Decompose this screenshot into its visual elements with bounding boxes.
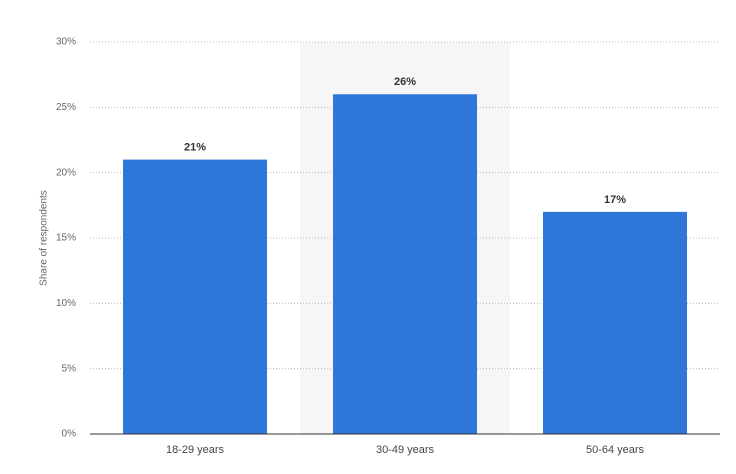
x-tick-label: 50-64 years xyxy=(586,444,645,456)
y-tick-label: 5% xyxy=(62,363,77,374)
x-tick-label: 30-49 years xyxy=(376,444,435,456)
bar xyxy=(543,211,687,434)
value-label: 21% xyxy=(184,142,206,154)
y-axis-label: Share of respondents xyxy=(39,190,50,286)
bar xyxy=(123,159,267,434)
y-tick-label: 0% xyxy=(62,429,77,440)
bar xyxy=(333,94,477,435)
value-label: 26% xyxy=(394,76,416,88)
value-label: 17% xyxy=(604,194,626,206)
y-tick-label: 15% xyxy=(56,233,76,244)
x-tick-label: 18-29 years xyxy=(166,444,225,456)
y-tick-label: 30% xyxy=(56,37,76,48)
y-tick-label: 20% xyxy=(56,167,76,178)
y-tick-label: 25% xyxy=(56,102,76,113)
y-tick-label: 10% xyxy=(56,298,76,309)
